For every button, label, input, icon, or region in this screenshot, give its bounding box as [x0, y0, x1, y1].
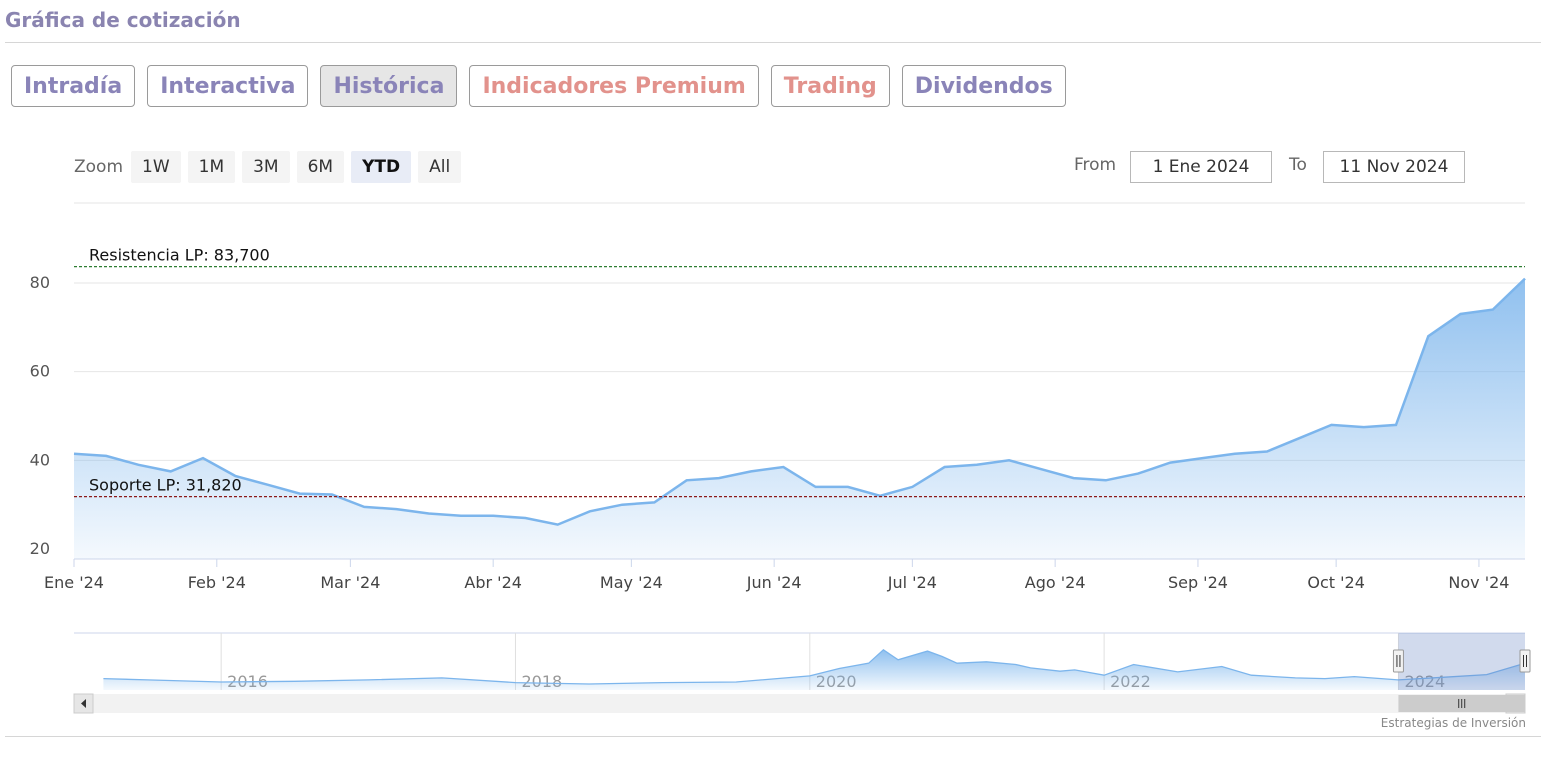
scrollbar-track	[74, 694, 1525, 713]
zoom-3m-button[interactable]: 3M	[242, 151, 290, 183]
navigator-area	[103, 649, 1525, 690]
section-title: Gráfica de cotización	[5, 8, 241, 32]
x-tick-label: Mar '24	[320, 573, 380, 592]
x-tick-label: Feb '24	[188, 573, 246, 592]
tab-historica[interactable]: Histórica	[320, 65, 458, 107]
y-tick-label: 80	[30, 273, 50, 292]
handle-box	[1519, 649, 1531, 673]
zoom-6m-button[interactable]: 6M	[296, 151, 345, 183]
x-tick-label: Nov '24	[1448, 573, 1509, 592]
y-tick-label: 60	[30, 362, 50, 381]
to-label: To	[1289, 155, 1307, 175]
tab-trading[interactable]: Trading	[770, 65, 890, 107]
x-tick-label: Ago '24	[1025, 573, 1086, 592]
price-area	[74, 278, 1525, 559]
bottom-divider	[5, 736, 1541, 737]
price-line	[73, 277, 1526, 526]
x-tick-label: Ene '24	[44, 573, 104, 592]
to-date-input[interactable]: 11 Nov 2024	[1323, 151, 1465, 183]
x-tick-label: Jul '24	[887, 573, 937, 592]
navigator-line	[103, 648, 1526, 685]
zoom-label: Zoom	[74, 157, 124, 177]
zoom-ytd-button[interactable]: YTD	[351, 151, 412, 183]
tab-intradia[interactable]: Intradía	[11, 65, 136, 107]
x-tick-label: Abr '24	[464, 573, 522, 592]
from-date-input[interactable]: 1 Ene 2024	[1130, 151, 1272, 183]
x-tick-label: Jun '24	[746, 573, 802, 592]
support-line-label: Soporte LP: 31,820	[89, 476, 242, 495]
tab-indicadores-premium[interactable]: Indicadores Premium	[469, 65, 759, 107]
x-tick-label: Sep '24	[1168, 573, 1228, 592]
tab-dividendos[interactable]: Dividendos	[901, 65, 1066, 107]
price-chart: 20 40 60 80 Ene '24 Feb '24 Mar '24 Abr '24 May …	[30, 202, 1526, 592]
handle-box	[1392, 649, 1404, 673]
zoom-all-button[interactable]: All	[418, 151, 462, 183]
chart-type-tabs: Intradía Interactiva Histórica Indicador…	[11, 65, 1066, 107]
navigator-left-handle[interactable]	[1392, 649, 1404, 673]
x-tick-label: May '24	[600, 573, 663, 592]
navigator[interactable]: 20162018202020222024	[0, 625, 1554, 720]
credits: Estrategias de Inversión	[1380, 716, 1526, 730]
y-tick-label: 20	[30, 539, 50, 558]
arrow-left-icon	[81, 699, 86, 708]
zoom-1m-button[interactable]: 1M	[187, 151, 236, 183]
tab-interactiva[interactable]: Interactiva	[147, 65, 309, 107]
y-tick-label: 40	[30, 450, 50, 469]
zoom-1w-button[interactable]: 1W	[131, 151, 181, 183]
navigator-selection[interactable]	[1398, 633, 1525, 690]
navigator-right-handle[interactable]	[1519, 649, 1531, 673]
title-divider	[5, 42, 1541, 43]
resistance-line-label: Resistencia LP: 83,700	[89, 246, 270, 265]
from-label: From	[1074, 155, 1117, 175]
x-tick-label: Oct '24	[1307, 573, 1365, 592]
zoom-buttons: 1W 1M 3M 6M YTD All	[131, 151, 462, 183]
